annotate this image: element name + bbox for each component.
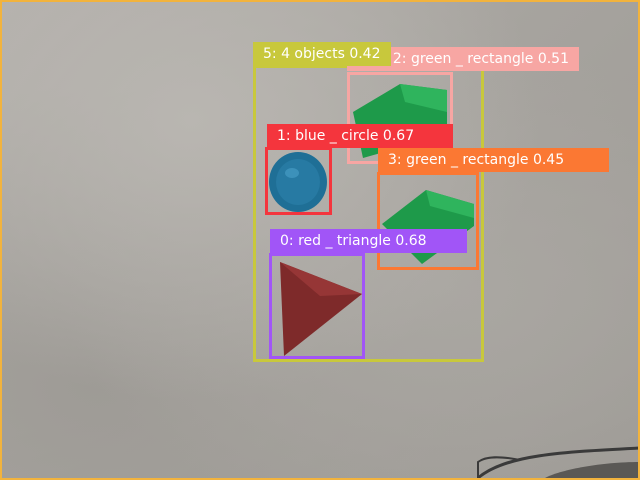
label-red-triangle: 0: red _ triangle 0.68 [270, 229, 467, 253]
red-triangle-object [280, 262, 362, 356]
label-green-rectangle-top: 2: green _ rectangle 0.51 [347, 47, 579, 71]
bbox-green-rectangle-middle [377, 172, 479, 270]
bbox-red-triangle [269, 253, 365, 359]
label-green-rectangle-middle: 3: green _ rectangle 0.45 [378, 148, 609, 172]
bbox-blue-circle [265, 147, 332, 215]
blue-circle-object [269, 152, 327, 212]
label-blue-circle: 1: blue _ circle 0.67 [267, 124, 453, 148]
label-4-objects: 5: 4 objects 0.42 [253, 42, 391, 66]
